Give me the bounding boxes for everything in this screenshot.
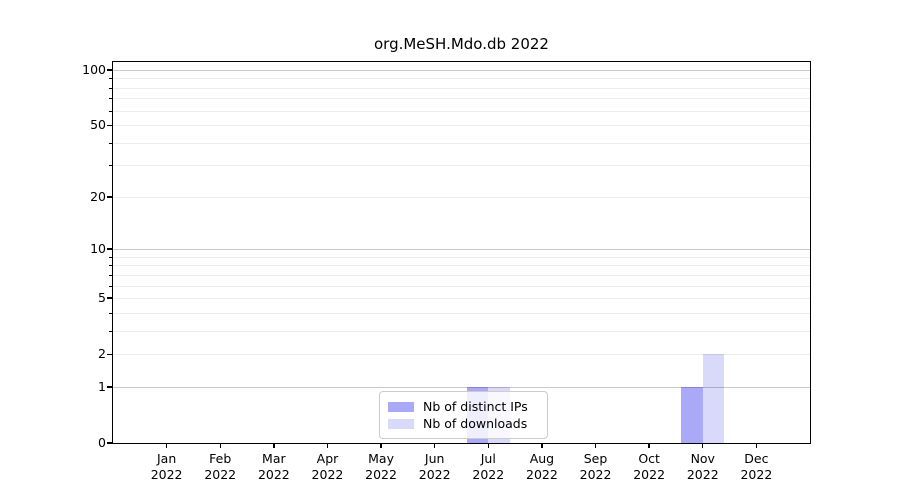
x-tick bbox=[273, 443, 275, 448]
gridline-minor bbox=[113, 125, 810, 127]
y-minor-tick bbox=[108, 256, 112, 258]
chart-title: org.MeSH.Mdo.db 2022 bbox=[374, 35, 549, 53]
y-tick-label: 100 bbox=[82, 62, 106, 77]
gridline-minor bbox=[113, 165, 810, 167]
legend-label-distinct-ips: Nb of distinct IPs bbox=[423, 399, 528, 414]
gridline-minor bbox=[113, 142, 810, 144]
y-minor-tick bbox=[108, 285, 112, 287]
legend: Nb of distinct IPs Nb of downloads bbox=[379, 391, 548, 439]
gridline-major bbox=[113, 249, 810, 251]
gridline-minor bbox=[113, 98, 810, 100]
y-minor-tick bbox=[108, 354, 112, 356]
y-tick-label: 5 bbox=[98, 290, 106, 306]
legend-item-distinct-ips: Nb of distinct IPs bbox=[388, 398, 538, 415]
y-minor-tick bbox=[108, 125, 112, 127]
x-tick-label: Aug 2022 bbox=[526, 451, 558, 482]
y-minor-tick bbox=[108, 87, 112, 89]
x-tick-label: Nov 2022 bbox=[686, 451, 719, 482]
y-minor-tick bbox=[108, 274, 112, 276]
y-tick bbox=[106, 386, 112, 388]
y-minor-tick bbox=[108, 196, 112, 198]
y-minor-tick bbox=[108, 265, 112, 267]
x-tick bbox=[487, 443, 489, 448]
x-tick-label: Dec 2022 bbox=[740, 451, 773, 482]
y-tick bbox=[106, 124, 112, 126]
x-tick bbox=[433, 443, 436, 448]
x-tick bbox=[702, 443, 704, 448]
gridline-minor bbox=[113, 285, 810, 287]
y-tick-label: 20 bbox=[90, 188, 106, 204]
y-tick bbox=[106, 248, 112, 250]
gridline-minor bbox=[113, 265, 810, 267]
y-tick bbox=[106, 69, 112, 71]
gridline-minor bbox=[113, 110, 810, 112]
x-tick-label: Oct 2022 bbox=[633, 451, 666, 482]
gridline-minor bbox=[113, 298, 810, 300]
x-tick bbox=[755, 443, 758, 448]
x-tick bbox=[326, 443, 329, 448]
x-tick bbox=[594, 443, 597, 448]
gridline-minor bbox=[113, 78, 810, 80]
y-tick-label: 10 bbox=[90, 241, 106, 257]
plot-area: 0 1 2 5 10 20 50 100 Jan 2022 Feb 2022 Mar 2022 Apr… bbox=[82, 61, 811, 482]
y-tick bbox=[106, 196, 112, 198]
y-tick-label: 2 bbox=[98, 346, 106, 362]
x-tick-label: Mar 2022 bbox=[257, 451, 290, 482]
gridline-minor bbox=[113, 87, 810, 89]
legend-item-downloads: Nb of downloads bbox=[388, 415, 538, 432]
y-minor-tick bbox=[108, 142, 112, 144]
gridline-minor bbox=[113, 330, 810, 332]
gridline-minor bbox=[113, 354, 810, 356]
y-minor-tick bbox=[108, 330, 112, 332]
bar-downloads-nov bbox=[702, 354, 725, 443]
x-tick-label: Feb 2022 bbox=[204, 451, 237, 482]
legend-label-downloads: Nb of downloads bbox=[423, 416, 528, 431]
x-tick-label: May 2022 bbox=[365, 451, 397, 482]
x-tick-label: Jul 2022 bbox=[472, 451, 505, 482]
y-tick-label: 1 bbox=[98, 378, 106, 394]
y-tick bbox=[106, 442, 112, 444]
gridline-major bbox=[113, 386, 810, 388]
y-minor-tick bbox=[108, 98, 112, 100]
gridline-major bbox=[113, 70, 810, 71]
gridline-minor bbox=[113, 312, 810, 314]
x-tick-label: Sep 2022 bbox=[579, 451, 612, 482]
gridline-minor bbox=[113, 196, 810, 198]
y-minor-tick bbox=[108, 312, 112, 314]
x-tick bbox=[380, 443, 382, 448]
legend-swatch-distinct-ips bbox=[388, 401, 414, 412]
gridline-minor bbox=[113, 256, 810, 258]
x-tick bbox=[648, 443, 650, 448]
y-tick-label: 50 bbox=[90, 117, 106, 133]
y-minor-tick bbox=[108, 298, 112, 300]
gridline-minor bbox=[113, 274, 810, 276]
legend-swatch-downloads bbox=[388, 418, 414, 429]
y-minor-tick bbox=[108, 165, 112, 167]
x-tick-label: Apr 2022 bbox=[311, 451, 344, 482]
y-minor-tick bbox=[108, 110, 112, 112]
y-tick bbox=[106, 353, 112, 355]
y-tick bbox=[106, 297, 112, 299]
bar-distinct-ips-nov bbox=[681, 386, 703, 443]
y-tick-label: 0 bbox=[98, 435, 106, 450]
x-tick-label: Jan 2022 bbox=[150, 451, 183, 482]
y-minor-tick bbox=[108, 78, 112, 80]
x-tick bbox=[219, 443, 221, 448]
x-tick bbox=[541, 443, 543, 448]
x-tick-label: Jun 2022 bbox=[418, 451, 451, 482]
x-tick bbox=[165, 443, 168, 448]
